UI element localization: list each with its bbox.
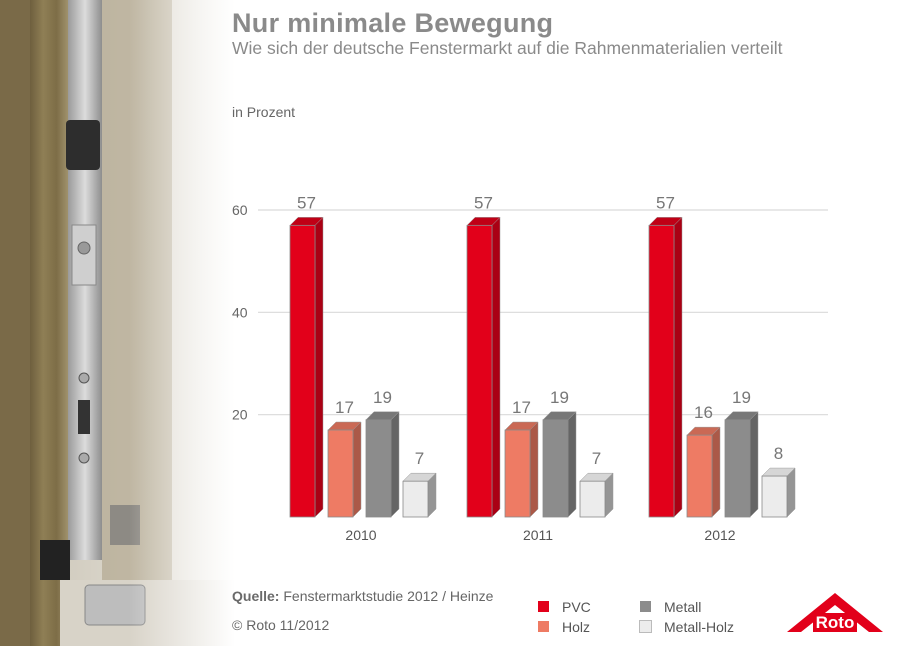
bar-side [567,411,577,518]
bar [648,224,675,518]
bar [466,224,493,518]
bar [761,475,788,518]
source-note: Quelle: Fenstermarktstudie 2012 / Heinze [232,588,493,604]
bar-side [711,426,721,518]
roto-roof-icon [787,593,883,632]
bar-value-label: 19 [550,388,569,407]
source-label: Quelle: [232,588,280,604]
y-tick-label: 60 [232,202,248,218]
bar-chart: in Prozent 20 40 60 57 17 19 7 2010 57 17 19 7 2011 57… [232,104,828,543]
x-tick-label: 2010 [345,527,376,543]
bar-value-label: 57 [297,193,316,212]
legend-swatch-metall-holz [639,620,652,633]
bar [504,429,531,518]
x-tick-label: 2012 [704,527,735,543]
bar-value-label: 19 [732,388,751,407]
bar-value-label: 19 [373,388,392,407]
bar-side [673,216,683,518]
bar-side [529,421,539,518]
legend-swatch-pvc [538,601,549,612]
source-text: Fenstermarktstudie 2012 / Heinze [283,588,494,604]
bar-side [390,411,400,518]
y-unit-label: in Prozent [232,104,295,120]
y-tick-label: 20 [232,407,248,423]
legend-swatch-metall [640,601,651,612]
bar-value-label: 8 [774,444,783,463]
bar-side [786,467,796,518]
bar [724,419,751,518]
bar-value-label: 7 [592,449,601,468]
bar [402,480,429,518]
copyright-note: © Roto 11/2012 [232,617,330,633]
bar-value-label: 16 [694,403,713,422]
bar [579,480,606,518]
bar-side [749,411,759,518]
window-frame-photo [0,0,235,646]
bar-value-label: 7 [415,449,424,468]
bar-side [491,216,501,518]
legend-label-metall-holz: Metall-Holz [664,619,735,635]
bar [327,429,354,518]
bar-value-label: 17 [512,398,531,417]
bar-value-label: 17 [335,398,354,417]
bar [542,419,569,518]
roto-logo: Roto [785,590,885,635]
legend-swatch-holz [538,621,549,632]
chart-subtitle: Wie sich der deutsche Fenstermarkt auf d… [232,38,783,58]
legend-label-metall: Metall [664,599,702,615]
bar [686,434,713,518]
bar-value-label: 57 [474,193,493,212]
svg-text:Roto: Roto [816,613,855,632]
y-tick-label: 40 [232,304,248,320]
bar [289,224,316,518]
legend-label-holz: Holz [562,619,591,635]
chart-title: Nur minimale Bewegung [232,8,554,38]
bar-value-label: 57 [656,193,675,212]
bar [365,419,392,518]
bar-side [314,216,324,518]
legend-label-pvc: PVC [562,599,591,615]
x-tick-label: 2011 [523,527,553,543]
bar-side [352,421,362,518]
